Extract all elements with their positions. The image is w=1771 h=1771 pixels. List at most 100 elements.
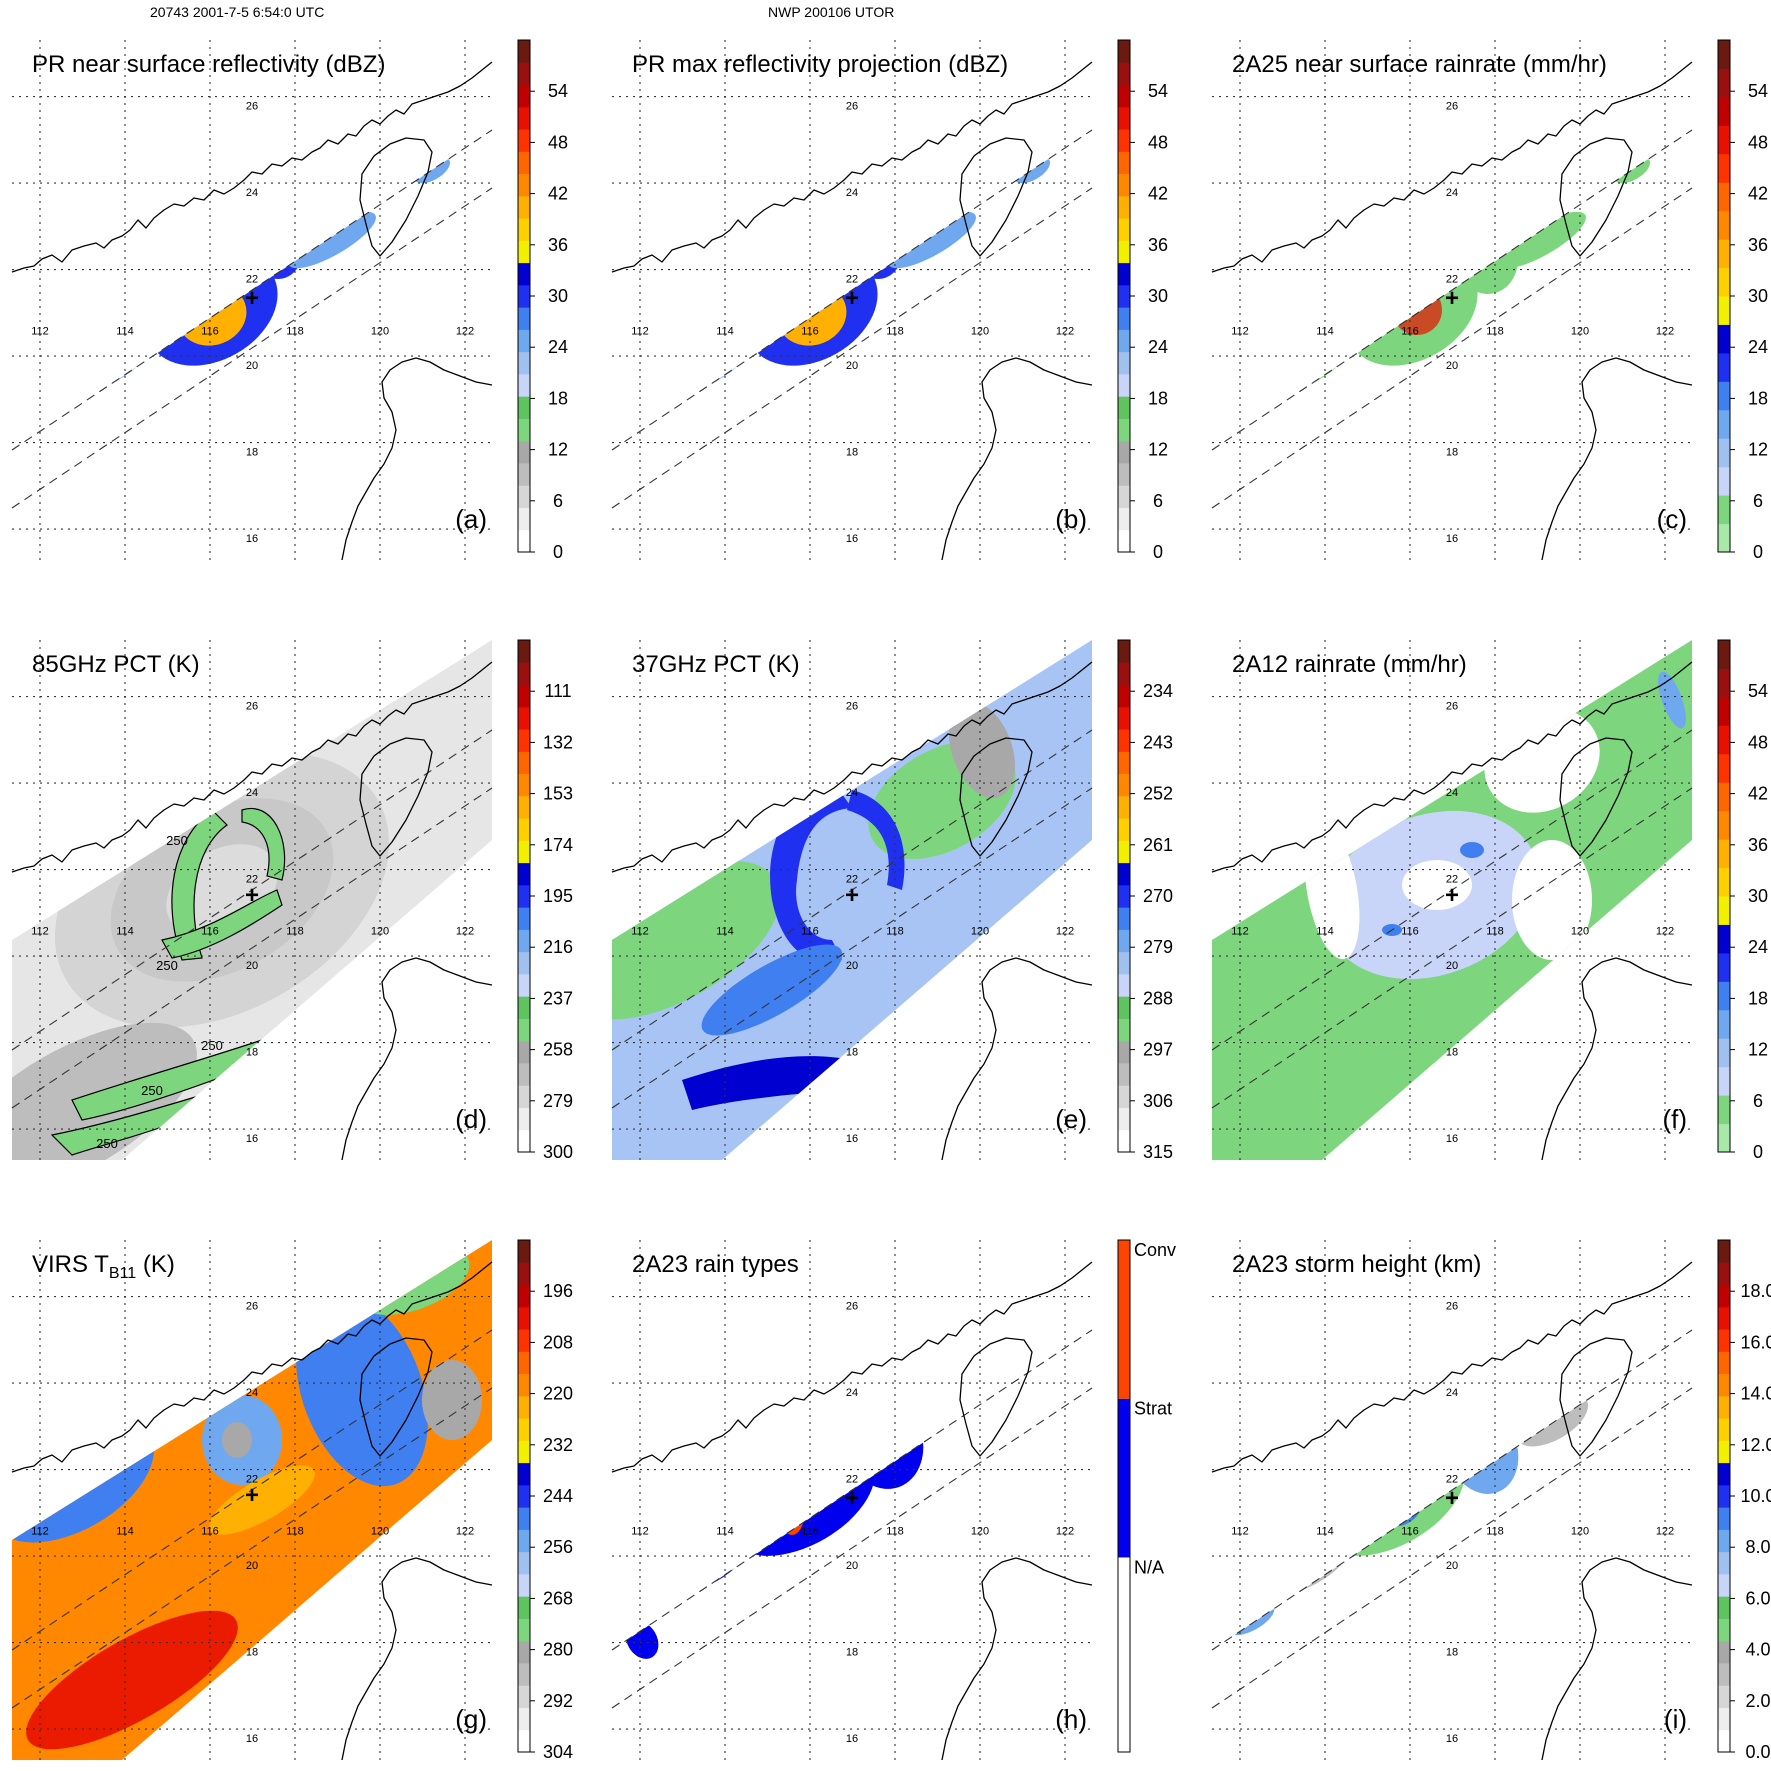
colorbar-tick-label: 4.0 bbox=[1745, 1640, 1770, 1660]
colorbar-tick-label: 48 bbox=[1748, 132, 1768, 152]
lat-tick-label: 16 bbox=[246, 1733, 258, 1745]
colorbar-segment bbox=[1718, 40, 1730, 69]
lon-tick-label: 118 bbox=[1486, 325, 1504, 337]
echo-blob bbox=[240, 201, 304, 279]
colorbar-segment bbox=[1118, 840, 1130, 864]
echo-blob bbox=[146, 254, 278, 366]
colorbar-segment bbox=[1118, 773, 1130, 797]
panel-label: (d) bbox=[455, 1104, 487, 1134]
colorbar-segment bbox=[1718, 1329, 1730, 1352]
colorbar-segment bbox=[1118, 1085, 1130, 1108]
coastline-china bbox=[1211, 1261, 1693, 1473]
lat-tick-label: 20 bbox=[846, 960, 858, 972]
lon-tick-label: 112 bbox=[631, 925, 649, 937]
colorbar-segment bbox=[1118, 751, 1130, 775]
colorbar-segment bbox=[1718, 409, 1730, 439]
colorbar-segment bbox=[518, 729, 530, 752]
stratiform-area bbox=[729, 1444, 875, 1556]
colorbar-tick-label: 48 bbox=[1148, 132, 1168, 152]
colorbar-segment bbox=[518, 1085, 530, 1108]
lat-tick-label: 18 bbox=[246, 447, 258, 459]
colorbar-tick-label: 252 bbox=[1143, 784, 1173, 804]
colorbar-segment bbox=[518, 462, 530, 486]
panel-title: 2A25 near surface rainrate (mm/hr) bbox=[1232, 51, 1607, 78]
coastline-china bbox=[611, 661, 1093, 873]
colorbar-segment bbox=[518, 106, 530, 130]
colorbar-segment bbox=[518, 173, 530, 197]
lat-tick-label: 22 bbox=[846, 1474, 858, 1486]
rain-blob bbox=[1346, 254, 1478, 366]
lat-tick-label: 22 bbox=[246, 274, 258, 286]
colorbar-tick-label: 54 bbox=[1748, 681, 1768, 701]
lat-tick-label: 20 bbox=[846, 360, 858, 372]
colorbar-tick-label: 279 bbox=[543, 1091, 573, 1111]
colorbar-tick-label: 216 bbox=[543, 937, 573, 957]
lat-tick-label: 24 bbox=[1446, 1387, 1458, 1399]
lon-tick-label: 116 bbox=[801, 1525, 819, 1537]
pct-band bbox=[171, 809, 228, 961]
colorbar-segment bbox=[1718, 182, 1730, 212]
lon-tick-label: 114 bbox=[1316, 1525, 1334, 1537]
stratiform-area bbox=[625, 1621, 659, 1659]
colorbar-segment bbox=[1718, 1066, 1730, 1096]
lat-tick-label: 24 bbox=[1446, 187, 1458, 199]
lon-tick-label: 122 bbox=[1056, 1525, 1074, 1537]
lon-tick-label: 120 bbox=[971, 925, 989, 937]
colorbar-segment bbox=[1718, 267, 1730, 297]
colorbar-segment bbox=[1118, 1398, 1130, 1558]
colorbar-segment bbox=[518, 1306, 530, 1330]
lon-tick-label: 112 bbox=[31, 1525, 49, 1537]
panel-title: VIRS TB11 (K) bbox=[32, 1251, 175, 1282]
panel-f: 112 114 116 118 120 122 16 18 20 22 24 26 +2A12 rain… bbox=[1211, 640, 1693, 1161]
colorbar-tick-label: 297 bbox=[1143, 1040, 1173, 1060]
lat-tick-label: 24 bbox=[846, 787, 858, 799]
colorbar-segment bbox=[1118, 284, 1130, 308]
colorbar-segment bbox=[1718, 1484, 1730, 1508]
lon-tick-label: 122 bbox=[456, 325, 474, 337]
colorbar-segment bbox=[1718, 1729, 1730, 1753]
panel-b: 112 114 116 118 120 122 16 18 20 22 24 26 + PR max re… bbox=[611, 40, 1093, 561]
colorbar-tick-label: 18 bbox=[1748, 388, 1768, 408]
colorbar-segment bbox=[518, 1618, 530, 1642]
swath-field bbox=[1229, 1393, 1589, 1636]
colorbar-segment bbox=[1718, 96, 1730, 126]
lat-tick-label: 16 bbox=[246, 1133, 258, 1145]
title-part: (K) bbox=[136, 1251, 175, 1278]
lon-tick-label: 116 bbox=[1401, 1525, 1419, 1537]
height-blob bbox=[1229, 1604, 1275, 1636]
colorbar-f: 0 6 12 18 24 30 36 42 48 54 bbox=[1717, 639, 1768, 1162]
lat-tick-label: 26 bbox=[1446, 101, 1458, 113]
colorbar-segment bbox=[518, 1640, 530, 1664]
colorbar-tick-label: 0.0 bbox=[1745, 1742, 1770, 1762]
colorbar-e: 315 306 297 288 279 270 261 252 243 234 bbox=[1117, 639, 1173, 1162]
swath-edge bbox=[11, 787, 493, 1109]
lon-tick-label: 112 bbox=[31, 325, 49, 337]
colorbar-tick-label: 0 bbox=[1153, 542, 1163, 562]
colorbar-segment bbox=[518, 1329, 530, 1352]
echo-blob bbox=[288, 211, 376, 269]
contour-label: 250 bbox=[166, 833, 188, 848]
eye bbox=[1402, 860, 1472, 910]
lon-tick-label: 118 bbox=[1486, 1525, 1504, 1537]
storm-name: NWP 200106 UTOR bbox=[768, 4, 895, 20]
colorbar-segment bbox=[1718, 296, 1730, 325]
coastline-luzon bbox=[341, 957, 493, 1161]
rainband-cold bbox=[701, 944, 843, 1036]
coastline-china bbox=[11, 61, 493, 273]
colorbar-segment bbox=[518, 1507, 530, 1530]
eye bbox=[222, 1422, 252, 1458]
swath-field bbox=[1276, 156, 1651, 393]
lat-tick-label: 26 bbox=[846, 701, 858, 713]
swath-edge bbox=[1211, 787, 1693, 1109]
colorbar-segment bbox=[518, 1462, 530, 1486]
colorbar-segment bbox=[518, 1729, 530, 1753]
swath-field bbox=[625, 156, 1051, 418]
lat-tick-label: 20 bbox=[846, 1560, 858, 1572]
coastline-luzon bbox=[941, 357, 1093, 561]
colorbar-segment bbox=[518, 507, 530, 531]
lat-tick-label: 22 bbox=[246, 1474, 258, 1486]
colorbar-segment bbox=[1718, 696, 1730, 726]
colorbar-segment bbox=[1118, 795, 1130, 819]
colorbar-segment bbox=[518, 396, 530, 419]
cold-cloud bbox=[26, 1610, 238, 1750]
